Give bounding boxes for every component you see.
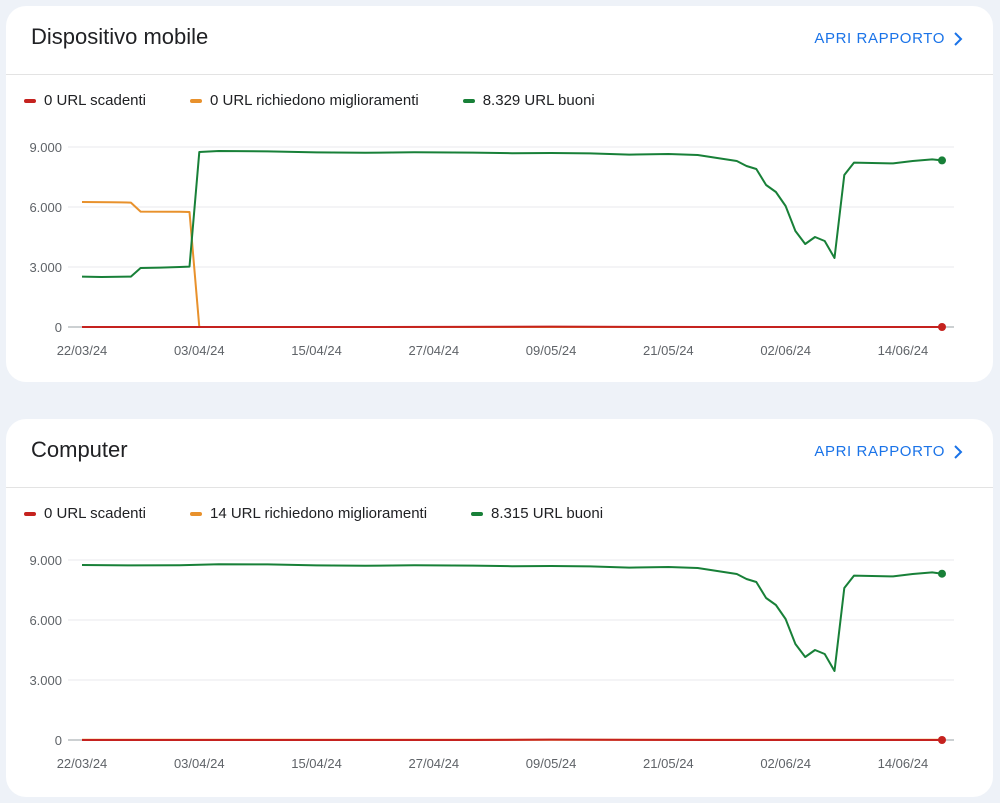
x-tick-label: 03/04/24 (174, 343, 225, 358)
y-tick-label: 3.000 (29, 673, 62, 688)
legend-label-improve: 0 URL richiedono miglioramenti (210, 92, 419, 109)
end-point-poor (938, 323, 946, 331)
legend-item-improve[interactable]: 14 URL richiedono miglioramenti (190, 505, 427, 522)
end-point-good (938, 569, 946, 578)
legend-swatch-poor (24, 98, 36, 103)
x-tick-label: 14/06/24 (878, 343, 929, 358)
x-tick-label: 15/04/24 (291, 756, 342, 771)
legend-item-poor[interactable]: 0 URL scadenti (24, 92, 146, 109)
series-line-good (81, 563, 943, 672)
x-tick-label: 14/06/24 (878, 756, 929, 771)
y-tick-label: 0 (55, 733, 62, 748)
chevron-right-icon (954, 444, 963, 459)
legend-label-poor: 0 URL scadenti (44, 505, 146, 522)
mobile-line-chart: 9.000 6.000 3.000 0 22/03/24 03/04/24 15/04/24… (29, 140, 954, 358)
legend-item-good[interactable]: 8.329 URL buoni (462, 92, 595, 109)
end-point-poor (938, 736, 946, 744)
legend-label-good: 8.315 URL buoni (491, 505, 604, 522)
legend-label-poor: 0 URL scadenti (44, 92, 146, 109)
open-report-link[interactable]: APRI RAPPORTO (814, 30, 963, 47)
legend-item-improve[interactable]: 0 URL richiedono miglioramenti (190, 92, 419, 109)
x-tick-label: 03/04/24 (174, 756, 225, 771)
legend-label-good: 8.329 URL buoni (482, 92, 595, 109)
y-tick-label: 9.000 (29, 140, 62, 155)
open-report-label: APRI RAPPORTO (814, 443, 945, 460)
end-point-good (938, 156, 946, 165)
y-tick-label: 6.000 (29, 200, 62, 215)
x-tick-label: 02/06/24 (760, 343, 811, 358)
x-tick-label: 27/04/24 (409, 343, 460, 358)
x-tick-label: 02/06/24 (760, 756, 811, 771)
x-tick-label: 21/05/24 (643, 756, 694, 771)
card-header: Dispositivo mobile APRI RAPPORTO (6, 6, 993, 75)
legend-swatch-poor (24, 511, 36, 516)
computer-line-chart: 9.000 6.000 3.000 0 22/03/24 03/04/24 15/04/24… (29, 553, 954, 771)
x-tick-label: 09/05/24 (526, 343, 577, 358)
y-tick-label: 3.000 (29, 260, 62, 275)
computer-report-card: Computer APRI RAPPORTO 0 URL scadenti 14… (6, 419, 993, 797)
x-tick-label: 27/04/24 (409, 756, 460, 771)
open-report-label: APRI RAPPORTO (814, 30, 945, 47)
mobile-report-card: Dispositivo mobile APRI RAPPORTO 0 URL s… (6, 6, 993, 382)
series-line-improve (81, 201, 942, 328)
legend-swatch-improve (190, 511, 202, 516)
series-line-good (81, 150, 943, 278)
open-report-link[interactable]: APRI RAPPORTO (814, 443, 963, 460)
y-tick-label: 0 (55, 320, 62, 335)
y-tick-label: 9.000 (29, 553, 62, 568)
legend-swatch-good (471, 511, 484, 516)
legend-item-good[interactable]: 8.315 URL buoni (471, 505, 603, 522)
card-title: Computer (31, 437, 128, 462)
x-tick-label: 22/03/24 (57, 343, 108, 358)
legend-swatch-good (462, 98, 475, 103)
chart-legend: 0 URL scadenti 0 URL richiedono migliora… (24, 92, 639, 109)
legend-swatch-improve (190, 98, 202, 103)
card-header: Computer APRI RAPPORTO (6, 419, 993, 488)
legend-item-poor[interactable]: 0 URL scadenti (24, 505, 146, 522)
card-title: Dispositivo mobile (31, 24, 209, 49)
x-tick-label: 21/05/24 (643, 343, 694, 358)
x-tick-label: 09/05/24 (526, 756, 577, 771)
chart-legend: 0 URL scadenti 14 URL richiedono miglior… (24, 505, 647, 522)
legend-label-improve: 14 URL richiedono miglioramenti (210, 505, 428, 522)
chevron-right-icon (954, 31, 963, 46)
y-tick-label: 6.000 (29, 613, 62, 628)
x-tick-label: 15/04/24 (291, 343, 342, 358)
x-tick-label: 22/03/24 (57, 756, 108, 771)
